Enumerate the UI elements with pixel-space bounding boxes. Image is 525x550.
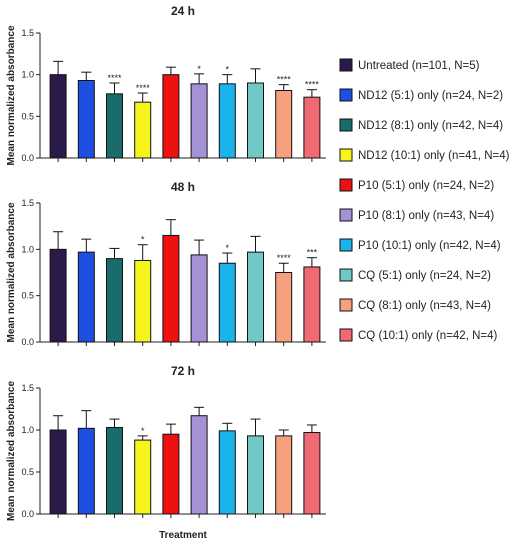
significance-label: * — [226, 65, 230, 75]
significance-label: **** — [107, 73, 122, 83]
y-axis-label: Mean normalized absorbance — [6, 202, 17, 342]
legend-label: ND12 (5:1) only (n=24, N=2) — [358, 90, 503, 102]
bar-8 — [247, 82, 264, 159]
panel-title: 48 h — [171, 180, 195, 194]
bar-4 — [134, 439, 152, 515]
bar-2 — [77, 80, 95, 159]
panel-3: 72 h Mean normalized absorbance 0.0 0.5 1.0 1… — [6, 364, 326, 521]
significance-label: **** — [277, 75, 292, 85]
legend-item-6: P10 (8:1) only (n=43, N=4) — [339, 208, 494, 222]
bar-4 — [134, 101, 152, 159]
significance-label: * — [141, 235, 145, 245]
y-tick-label: 1.5 — [21, 28, 34, 38]
legend-label: Untreated (n=101, N=5) — [358, 60, 480, 72]
legend-item-10: CQ (10:1) only (n=42, N=4) — [339, 328, 498, 342]
bar-8 — [247, 251, 264, 343]
y-tick-label: 1.0 — [21, 70, 34, 80]
y-tick-label: 0.0 — [21, 337, 34, 347]
x-axis-label: Treatment — [159, 530, 207, 541]
y-tick-label: 1.5 — [21, 198, 34, 208]
bar-7 — [218, 262, 236, 343]
legend-item-8: CQ (5:1) only (n=24, N=2) — [339, 268, 491, 282]
legend-item-1: Untreated (n=101, N=5) — [339, 58, 480, 72]
legend-item-2: ND12 (5:1) only (n=24, N=2) — [339, 88, 503, 102]
significance-label: * — [226, 243, 230, 253]
bar-9 — [275, 435, 293, 515]
bar-7 — [218, 83, 236, 159]
legend-swatch — [339, 268, 353, 282]
legend-label: CQ (8:1) only (n=43, N=4) — [358, 300, 491, 312]
bar-6 — [190, 83, 208, 159]
panel-title: 72 h — [171, 364, 195, 378]
bar-6 — [190, 415, 208, 515]
bar-1 — [49, 248, 67, 343]
y-tick-label: 0.0 — [21, 509, 34, 519]
bar-3 — [106, 426, 123, 515]
bar-5 — [162, 234, 180, 343]
bar-5 — [162, 74, 180, 159]
legend-item-3: ND12 (8:1) only (n=42, N=4) — [339, 118, 503, 132]
legend-swatch — [339, 178, 353, 192]
legend-label: ND12 (8:1) only (n=42, N=4) — [358, 120, 503, 132]
legend-swatch — [339, 88, 353, 102]
legend-label: P10 (5:1) only (n=24, N=2) — [358, 180, 494, 192]
bar-2 — [77, 427, 95, 515]
significance-label: **** — [136, 83, 151, 93]
legend-item-7: P10 (10:1) only (n=42, N=4) — [339, 238, 501, 252]
legend-swatch — [339, 238, 353, 252]
y-tick-label: 1.5 — [21, 383, 34, 393]
y-tick-label: 0.5 — [21, 111, 34, 121]
bar-10 — [303, 432, 321, 515]
legend-swatch — [339, 58, 353, 72]
significance-label: *** — [307, 248, 318, 258]
significance-label: **** — [277, 253, 292, 263]
legend-swatch — [339, 298, 353, 312]
legend: Untreated (n=101, N=5) ND12 (5:1) only (n… — [339, 58, 510, 342]
bar-9 — [275, 90, 293, 159]
legend-item-4: ND12 (10:1) only (n=41, N=4) — [339, 148, 510, 162]
legend-item-9: CQ (8:1) only (n=43, N=4) — [339, 298, 491, 312]
bar-1 — [49, 429, 67, 515]
bar-2 — [77, 251, 95, 343]
bar-3 — [106, 93, 123, 159]
y-tick-label: 1.0 — [21, 425, 34, 435]
legend-label: P10 (10:1) only (n=42, N=4) — [358, 240, 501, 252]
legend-label: P10 (8:1) only (n=43, N=4) — [358, 210, 494, 222]
legend-swatch — [339, 148, 353, 162]
bar-3 — [106, 258, 123, 343]
significance-label: **** — [305, 80, 320, 90]
bar-8 — [247, 435, 264, 515]
bar-10 — [303, 96, 321, 159]
legend-label: CQ (5:1) only (n=24, N=2) — [358, 270, 491, 282]
bar-1 — [49, 74, 67, 159]
y-tick-label: 0.0 — [21, 153, 34, 163]
panel-2: 48 h Mean normalized absorbance 0.0 0.5 1.0 1… — [6, 180, 326, 347]
panel-1: 24 h Mean normalized absorbance 0.0 0.5 1.0 1… — [6, 4, 326, 166]
legend-label: CQ (10:1) only (n=42, N=4) — [358, 330, 498, 342]
panels: 24 h Mean normalized absorbance 0.0 0.5 1.0 1… — [6, 4, 326, 521]
y-axis-label: Mean normalized absorbance — [6, 381, 17, 521]
y-axis-label: Mean normalized absorbance — [6, 25, 17, 165]
bar-4 — [134, 259, 152, 343]
bar-10 — [303, 266, 321, 343]
legend-swatch — [339, 328, 353, 342]
legend-swatch — [339, 208, 353, 222]
y-tick-label: 1.0 — [21, 244, 34, 254]
significance-label: * — [197, 64, 201, 74]
bar-5 — [162, 433, 180, 515]
legend-label: ND12 (10:1) only (n=41, N=4) — [358, 150, 510, 162]
y-tick-label: 0.5 — [21, 291, 34, 301]
bar-9 — [275, 272, 293, 343]
legend-item-5: P10 (5:1) only (n=24, N=2) — [339, 178, 494, 192]
significance-label: * — [141, 426, 145, 436]
bar-6 — [190, 254, 208, 343]
y-tick-label: 0.5 — [21, 467, 34, 477]
bar-7 — [218, 430, 236, 515]
legend-swatch — [339, 118, 353, 132]
panel-title: 24 h — [171, 4, 195, 18]
